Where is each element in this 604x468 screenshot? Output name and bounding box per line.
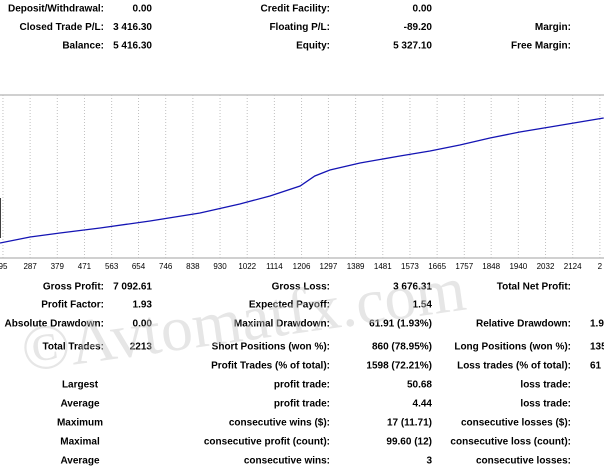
x-tick-label: 1022 (238, 262, 256, 271)
summary: Deposit/Withdrawal: 0.00 Credit Facility: 0… (8, 4, 571, 52)
x-tick-label: 1940 (509, 262, 527, 271)
field-label: Credit Facility: (261, 4, 330, 15)
field-label: Profit Factor: (41, 300, 104, 311)
field-value: -89.20 (404, 22, 433, 33)
field-label: Total Net Profit: (497, 282, 571, 293)
equity-line (0, 117, 604, 244)
field-label: Total Trades: (43, 342, 105, 353)
field-label: Short Positions (won %): (212, 342, 330, 353)
x-tick-label: 95 (0, 262, 8, 271)
x-tick-label: 287 (23, 262, 37, 271)
field-value: 17 (11.71) (387, 418, 432, 429)
field-label: Relative Drawdown: (476, 319, 571, 330)
x-tick-label: 379 (51, 262, 65, 271)
field-value: 1.54 (413, 300, 433, 311)
x-tick-label: 1665 (428, 262, 446, 271)
field-value: 1.9 (590, 319, 604, 330)
row-heading: Maximum (57, 418, 103, 429)
field-label: consecutive loss (count): (450, 437, 571, 448)
field-label: loss trade: (520, 399, 571, 410)
x-tick-label: 838 (186, 262, 200, 271)
field-label: Equity: (296, 41, 330, 52)
field-label: Profit Trades (% of total): (211, 361, 330, 372)
field-value: 3 416.30 (113, 22, 152, 33)
x-tick-label: 563 (105, 262, 119, 271)
field-value: 0.00 (413, 4, 433, 15)
x-tick-label: 1848 (482, 262, 500, 271)
field-label: consecutive wins ($): (229, 418, 330, 429)
field-label: Gross Profit: (43, 282, 104, 293)
field-value: 61.91 (1.93%) (369, 319, 432, 330)
x-tick-label: 2124 (564, 262, 582, 271)
field-value: 3 676.31 (393, 282, 432, 293)
x-tick-label: 1573 (401, 262, 419, 271)
x-tick-label: 1389 (347, 262, 365, 271)
field-label: Closed Trade P/L: (20, 22, 104, 33)
field-value: 5 327.10 (393, 41, 432, 52)
field-label: profit trade: (274, 380, 330, 391)
x-tick-label: 2032 (537, 262, 555, 271)
field-label: consecutive losses: (476, 456, 571, 467)
report: Gross Profit: 7 092.61 Gross Loss: 3 676.31… (5, 282, 604, 467)
field-value: 1.93 (133, 300, 153, 311)
x-tick-label: 2 (598, 262, 603, 271)
field-value: 7 092.61 (113, 282, 152, 293)
field-label: Deposit/Withdrawal: (8, 4, 104, 15)
x-tick-label: 1481 (374, 262, 392, 271)
field-value: 135 (590, 342, 604, 353)
field-value: 5 416.30 (113, 41, 152, 52)
field-value: 3 (426, 456, 432, 467)
x-tick-label: 1297 (320, 262, 338, 271)
x-tick-label: 471 (78, 262, 92, 271)
x-tick-label: 654 (132, 262, 146, 271)
field-label: profit trade: (274, 399, 330, 410)
field-value: 2213 (130, 342, 153, 353)
field-label: Free Margin: (511, 41, 571, 52)
row-heading: Maximal (60, 437, 100, 448)
field-value: 0.00 (133, 319, 153, 330)
field-value: 50.68 (407, 380, 432, 391)
x-tick-label: 1206 (293, 262, 311, 271)
field-label: Long Positions (won %): (454, 342, 571, 353)
x-tick-label: 930 (213, 262, 227, 271)
field-label: consecutive profit (count): (204, 437, 330, 448)
field-value: 860 (78.95%) (372, 342, 432, 353)
field-value: 61 (590, 361, 602, 372)
field-value: 1598 (72.21%) (366, 361, 432, 372)
x-tick-label: 746 (159, 262, 173, 271)
field-label: Margin: (535, 22, 571, 33)
x-tick-label: 1757 (455, 262, 473, 271)
field-value: 0.00 (133, 4, 153, 15)
field-value: 99.60 (12) (386, 437, 432, 448)
row-heading: Average (60, 399, 100, 410)
equity-chart: 95 287 379 471 563 654 746 838 930 1022 1114 1206 12… (0, 95, 604, 271)
field-label: Expected Payoff: (249, 300, 330, 311)
field-label: Absolute Drawdown: (5, 319, 104, 330)
row-heading: Average (60, 456, 100, 467)
field-label: loss trade: (520, 380, 571, 391)
field-label: Balance: (62, 41, 104, 52)
field-label: Maximal Drawdown: (234, 319, 330, 330)
field-label: Gross Loss: (272, 282, 330, 293)
field-label: Floating P/L: (269, 22, 330, 33)
field-label: consecutive wins: (244, 456, 330, 467)
field-label: Loss trades (% of total): (457, 361, 571, 372)
field-value: 4.44 (413, 399, 433, 410)
row-heading: Largest (62, 380, 99, 391)
x-tick-label: 1114 (266, 262, 283, 271)
field-label: consecutive losses ($): (461, 418, 571, 429)
